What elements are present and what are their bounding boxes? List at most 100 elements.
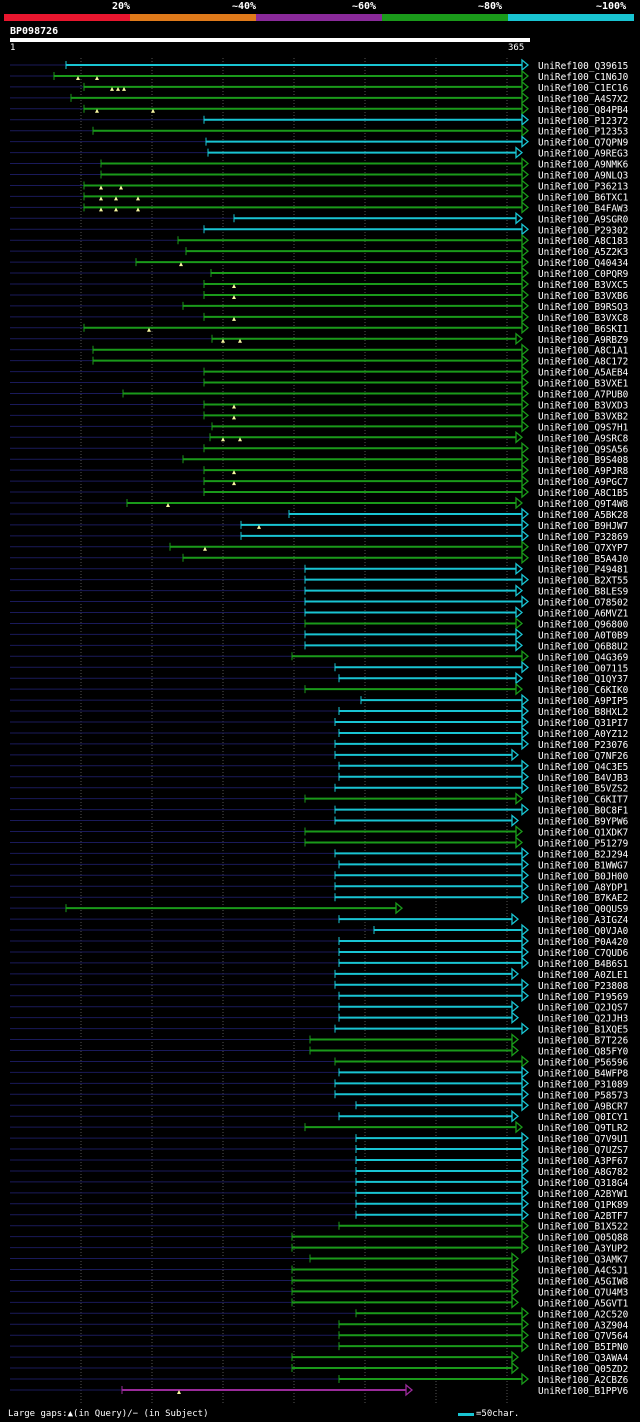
- hit-row[interactable]: UniRef100_Q6B8U2: [10, 638, 628, 652]
- hit-label[interactable]: UniRef100_Q4G369: [538, 652, 629, 663]
- hit-label[interactable]: UniRef100_Q9SA56: [538, 444, 629, 455]
- hit-label[interactable]: UniRef100_C6KIT7: [538, 795, 628, 806]
- hit-row[interactable]: UniRef100_P23808: [10, 978, 629, 992]
- hit-row[interactable]: UniRef100_A5BK28: [10, 507, 629, 521]
- hit-label[interactable]: UniRef100_Q85FY0: [538, 1047, 629, 1058]
- hit-label[interactable]: UniRef100_P58573: [538, 1090, 628, 1101]
- hit-label[interactable]: UniRef100_B3VXE1: [538, 379, 629, 390]
- hit-row[interactable]: UniRef100_P12372: [10, 113, 628, 127]
- hit-row[interactable]: UniRef100_A8C1A1: [10, 343, 629, 357]
- hit-row[interactable]: UniRef100_Q05Q88: [10, 1230, 629, 1244]
- hit-row[interactable]: UniRef100_P58573: [10, 1087, 628, 1101]
- hit-label[interactable]: UniRef100_P19569: [538, 992, 629, 1003]
- hit-label[interactable]: UniRef100_A8C172: [538, 357, 628, 368]
- hit-row[interactable]: UniRef100_A9SGR0: [10, 211, 629, 225]
- hit-label[interactable]: UniRef100_A2BYW1: [538, 1189, 629, 1200]
- hit-row[interactable]: UniRef100_A9SRC8: [10, 430, 629, 444]
- hit-row[interactable]: UniRef100_Q7XYP7: [10, 540, 628, 554]
- hit-label[interactable]: UniRef100_B4WFP8: [538, 1068, 629, 1079]
- hit-row[interactable]: UniRef100_A8C1B5: [10, 485, 628, 499]
- hit-label[interactable]: UniRef100_B3VXB2: [538, 411, 628, 422]
- hit-label[interactable]: UniRef100_A9NLQ3: [538, 171, 628, 182]
- hit-row[interactable]: UniRef100_Q2JJH3: [10, 1011, 628, 1025]
- hit-row[interactable]: UniRef100_O07115: [10, 660, 628, 674]
- hit-label[interactable]: UniRef100_Q31PI7: [538, 718, 628, 729]
- hit-row[interactable]: UniRef100_O78502: [10, 595, 628, 609]
- hit-row[interactable]: UniRef100_A9REG3: [10, 146, 628, 160]
- hit-row[interactable]: UniRef100_B1PPV6: [10, 1383, 629, 1397]
- hit-row[interactable]: UniRef100_P31089: [10, 1076, 629, 1090]
- hit-label[interactable]: UniRef100_A7PUB0: [538, 390, 629, 401]
- hit-row[interactable]: UniRef100_A0YZ12: [10, 726, 628, 740]
- hit-row[interactable]: UniRef100_C1N6J0: [10, 69, 629, 83]
- hit-label[interactable]: UniRef100_A0ZLE1: [538, 970, 629, 981]
- hit-row[interactable]: UniRef100_B6TXC1: [10, 190, 629, 203]
- hit-label[interactable]: UniRef100_B3VXC8: [538, 313, 629, 324]
- hit-label[interactable]: UniRef100_Q7NF26: [538, 751, 629, 762]
- hit-label[interactable]: UniRef100_Q1XDK7: [538, 828, 628, 839]
- hit-label[interactable]: UniRef100_A9RBZ9: [538, 335, 629, 346]
- hit-row[interactable]: UniRef100_Q1PK89: [10, 1197, 629, 1211]
- hit-label[interactable]: UniRef100_P56596: [538, 1057, 629, 1068]
- hit-row[interactable]: UniRef100_B7KAE2: [10, 890, 628, 904]
- hit-row[interactable]: UniRef100_P19569: [10, 989, 629, 1003]
- hit-row[interactable]: UniRef100_C7QUD6: [10, 945, 629, 959]
- hit-row[interactable]: UniRef100_A2CBZ6: [10, 1372, 629, 1386]
- hit-label[interactable]: UniRef100_Q0ICY1: [538, 1112, 629, 1123]
- hit-label[interactable]: UniRef100_P51279: [538, 838, 629, 849]
- hit-label[interactable]: UniRef100_P23076: [538, 740, 629, 751]
- hit-label[interactable]: UniRef100_B3VXC5: [538, 280, 628, 291]
- hit-row[interactable]: UniRef100_B5VZS2: [10, 781, 628, 795]
- hit-label[interactable]: UniRef100_P29302: [538, 225, 628, 236]
- hit-row[interactable]: UniRef100_P0A420: [10, 934, 629, 948]
- hit-label[interactable]: UniRef100_B5VZS2: [538, 784, 628, 795]
- hit-row[interactable]: UniRef100_A5AEB4: [10, 365, 629, 379]
- hit-label[interactable]: UniRef100_B9HJW7: [538, 521, 628, 532]
- hit-row[interactable]: UniRef100_A0ZLE1: [10, 967, 629, 981]
- hit-label[interactable]: UniRef100_P31089: [538, 1079, 629, 1090]
- hit-label[interactable]: UniRef100_C1N6J0: [538, 72, 629, 83]
- hit-row[interactable]: UniRef100_Q1XDK7: [10, 825, 628, 839]
- hit-label[interactable]: UniRef100_A9SRC8: [538, 433, 629, 444]
- hit-label[interactable]: UniRef100_B6SKI1: [538, 324, 629, 335]
- hit-row[interactable]: UniRef100_B6SKI1: [10, 321, 629, 335]
- hit-label[interactable]: UniRef100_Q3AMK7: [538, 1255, 628, 1266]
- hit-label[interactable]: UniRef100_O78502: [538, 598, 628, 609]
- hit-label[interactable]: UniRef100_Q9TLR2: [538, 1123, 628, 1134]
- hit-row[interactable]: UniRef100_A0T0B9: [10, 628, 629, 641]
- hit-row[interactable]: UniRef100_Q9S7H1: [10, 419, 629, 433]
- hit-row[interactable]: UniRef100_B8HXL2: [10, 704, 628, 718]
- hit-label[interactable]: UniRef100_P49481: [538, 565, 629, 576]
- hit-row[interactable]: UniRef100_B9YPW6: [10, 814, 629, 828]
- hit-label[interactable]: UniRef100_Q40434: [538, 258, 629, 269]
- hit-label[interactable]: UniRef100_Q9S7H1: [538, 422, 629, 433]
- hit-label[interactable]: UniRef100_B0JH00: [538, 871, 629, 882]
- hit-label[interactable]: UniRef100_Q2JQS7: [538, 1003, 628, 1014]
- hit-row[interactable]: UniRef100_B3VXB2: [10, 409, 628, 422]
- hit-row[interactable]: UniRef100_B9S408: [10, 452, 629, 466]
- hit-label[interactable]: UniRef100_B4FAW3: [538, 203, 628, 214]
- hit-row[interactable]: UniRef100_A7PUB0: [10, 387, 629, 401]
- hit-label[interactable]: UniRef100_B4VJB3: [538, 773, 628, 784]
- hit-label[interactable]: UniRef100_C6KIK0: [538, 685, 629, 696]
- hit-row[interactable]: UniRef100_B0C8F1: [10, 803, 629, 817]
- hit-row[interactable]: UniRef100_Q39615: [10, 58, 628, 72]
- hit-row[interactable]: UniRef100_Q85FY0: [10, 1044, 629, 1058]
- hit-label[interactable]: UniRef100_Q3AWA4: [538, 1353, 629, 1364]
- hit-row[interactable]: UniRef100_Q7QPN9: [10, 135, 629, 149]
- hit-row[interactable]: UniRef100_B7T226: [10, 1033, 629, 1047]
- hit-row[interactable]: UniRef100_P29302: [10, 222, 628, 236]
- hit-label[interactable]: UniRef100_A3Z904: [538, 1320, 629, 1331]
- hit-label[interactable]: UniRef100_P32869: [538, 532, 629, 543]
- hit-label[interactable]: UniRef100_B8LES9: [538, 587, 629, 598]
- hit-label[interactable]: UniRef100_A2CBZ6: [538, 1375, 629, 1386]
- hit-label[interactable]: UniRef100_B1X522: [538, 1222, 628, 1233]
- hit-row[interactable]: UniRef100_Q3AMK7: [10, 1252, 628, 1266]
- hit-label[interactable]: UniRef100_A9PIP5: [538, 696, 628, 707]
- hit-row[interactable]: UniRef100_A9BCR7: [10, 1098, 628, 1112]
- hit-label[interactable]: UniRef100_Q7U4M3: [538, 1287, 628, 1298]
- hit-row[interactable]: UniRef100_B1X522: [10, 1219, 628, 1233]
- hit-row[interactable]: UniRef100_Q7V9U1: [10, 1131, 629, 1145]
- hit-row[interactable]: UniRef100_A5GVT1: [10, 1295, 629, 1309]
- hit-label[interactable]: UniRef100_B5IPN0: [538, 1342, 629, 1353]
